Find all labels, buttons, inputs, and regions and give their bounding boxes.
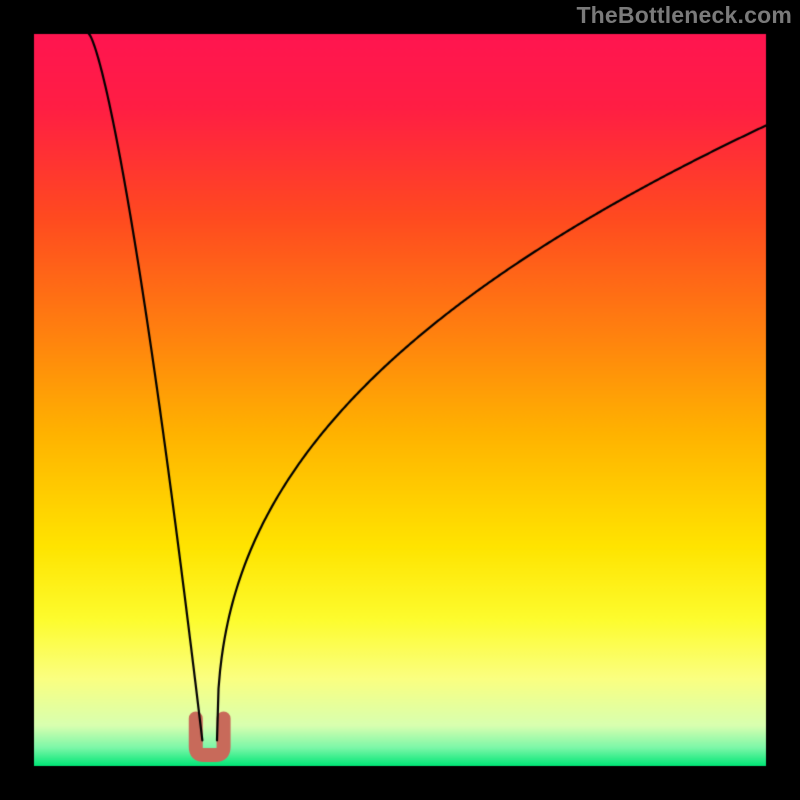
chart-stage: TheBottleneck.com <box>0 0 800 800</box>
bottleneck-chart-canvas <box>0 0 800 800</box>
watermark-text: TheBottleneck.com <box>576 2 792 29</box>
